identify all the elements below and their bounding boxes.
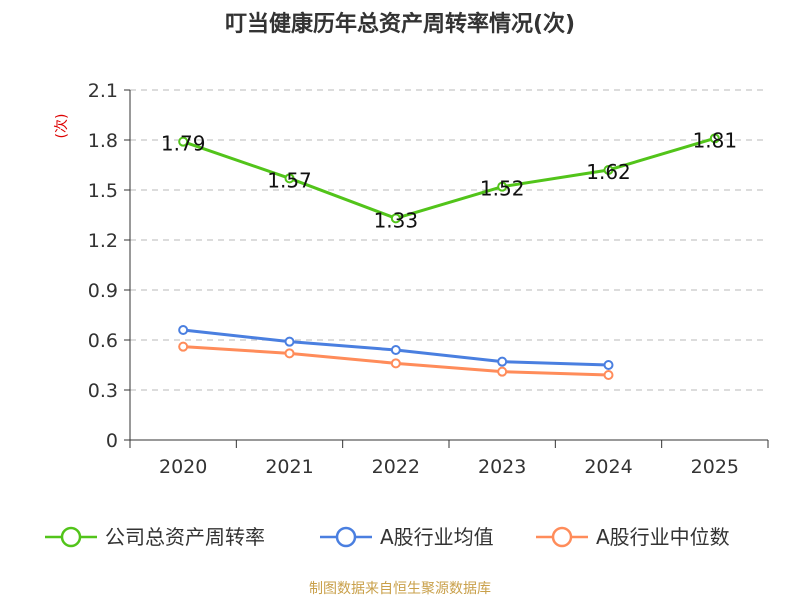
data-point	[284, 348, 295, 359]
data-point	[603, 165, 614, 175]
legend-marker-1	[60, 526, 82, 548]
x-tick-label: 2024	[584, 456, 632, 478]
data-point	[284, 336, 295, 347]
y-tick-label: 0.6	[88, 330, 118, 352]
data-point	[390, 213, 401, 224]
data-point	[178, 136, 189, 147]
data-label: 1.79	[161, 132, 206, 156]
series-line-1	[182, 136, 716, 220]
data-label: 1.33	[374, 208, 419, 232]
data-point	[178, 341, 189, 352]
data-point	[497, 356, 508, 367]
y-tick-label: 2.1	[88, 80, 118, 102]
legend-marker-2	[335, 526, 357, 548]
x-tick-label: 2022	[372, 456, 420, 478]
y-tick-label: 0.9	[88, 280, 118, 302]
data-point	[390, 358, 401, 369]
x-tick-label: 2025	[691, 456, 739, 478]
y-tick-label: 0	[106, 430, 118, 452]
legend-marker-3	[551, 526, 573, 548]
data-label: 1.81	[693, 128, 738, 152]
x-tick-label: 2023	[478, 456, 526, 478]
y-tick-label: 1.2	[88, 230, 118, 252]
y-tick-label: 1.8	[88, 130, 118, 152]
data-label: 1.52	[480, 177, 525, 201]
data-source-note: 制图数据来自恒生聚源数据库	[309, 581, 491, 597]
x-tick-label: 2020	[159, 456, 207, 478]
x-tick-label: 2021	[265, 456, 313, 478]
data-point	[709, 133, 720, 144]
data-point	[603, 360, 614, 370]
data-label: 1.57	[267, 168, 312, 192]
data-label: 1.62	[586, 160, 631, 184]
chart-title: 叮当健康历年总资产周转率情况(次)	[224, 12, 576, 37]
data-point	[284, 173, 295, 184]
data-point	[497, 181, 508, 192]
data-point	[497, 366, 508, 377]
legend-label-2: A股行业均值	[380, 525, 494, 549]
legend-label-1: 公司总资产周转率	[105, 525, 265, 549]
data-point	[603, 370, 614, 380]
data-point	[178, 325, 189, 335]
y-tick-label: 1.5	[88, 180, 118, 202]
y-tick-label: 0.3	[88, 380, 118, 402]
data-point	[390, 345, 401, 355]
legend-label-3: A股行业中位数	[596, 525, 730, 549]
y-axis-unit-label: (次)	[54, 114, 70, 139]
